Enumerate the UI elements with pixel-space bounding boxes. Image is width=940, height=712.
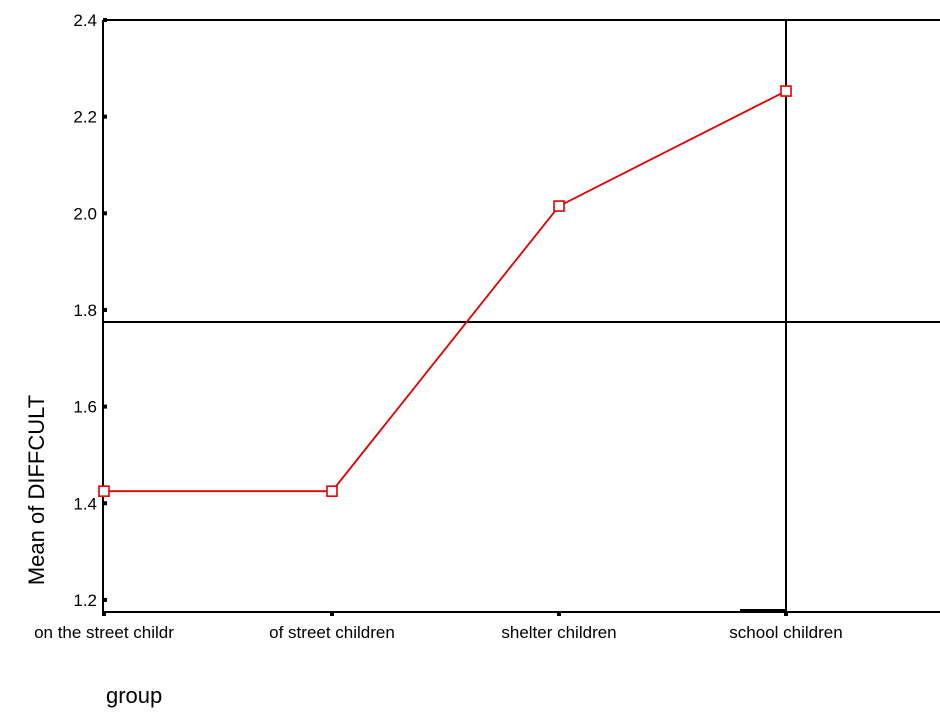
x-tick-mark [557, 612, 561, 616]
x-tick-mark [102, 612, 106, 616]
y-tick-label: 1.2 [73, 591, 97, 610]
tick-labels: 1.2 1.4 1.6 1.8 2.0 2.2 2.4 on the street child… [34, 11, 843, 642]
y-tick-label: 2.4 [73, 11, 97, 30]
chart-axes [102, 18, 940, 616]
y-tick-label: 1.6 [73, 398, 97, 417]
y-tick-label: 1.8 [73, 301, 97, 320]
x-tick-label: shelter children [501, 623, 616, 642]
reference-lines [103, 20, 940, 612]
x-tick-label: on the street childr [34, 623, 174, 642]
series-group [98, 85, 792, 497]
y-tick-mark [103, 597, 107, 602]
x-axis-title: group [106, 683, 162, 708]
y-tick-mark [103, 307, 107, 312]
y-tick-label: 2.0 [73, 204, 97, 223]
data-point-marker [780, 85, 792, 97]
data-point-marker [98, 485, 110, 497]
y-tick-mark [103, 18, 107, 22]
y-axis-title: Mean of DIFFCULT [24, 395, 49, 585]
x-tick-mark [784, 612, 788, 616]
y-tick-mark [103, 211, 107, 216]
data-point-marker [326, 485, 338, 497]
y-tick-label: 1.4 [73, 494, 97, 513]
y-tick-mark [103, 114, 107, 119]
y-tick-mark [103, 501, 107, 506]
x-tick-label: of street children [269, 623, 395, 642]
x-tick-mark [330, 612, 334, 616]
y-tick-mark [103, 404, 107, 409]
x-tick-label: school children [729, 623, 842, 642]
data-point-marker [553, 200, 565, 212]
y-tick-label: 2.2 [73, 108, 97, 127]
series-line [104, 90, 787, 493]
